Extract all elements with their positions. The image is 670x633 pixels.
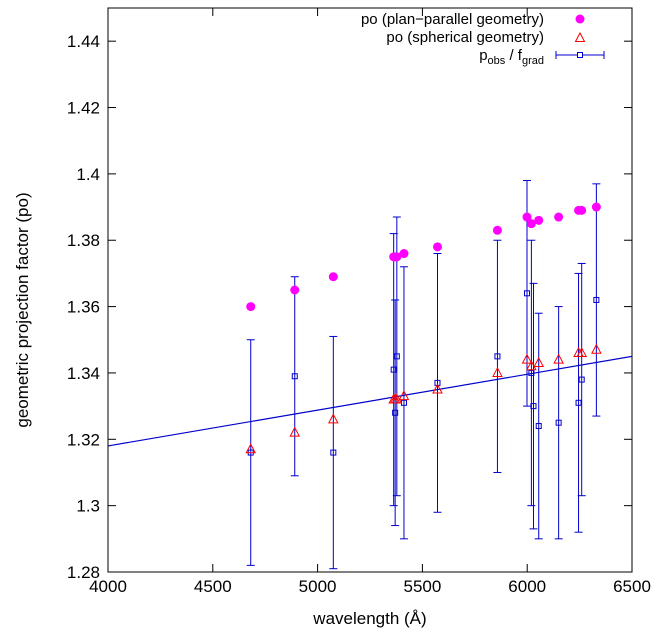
- x-axis-label: wavelength (Å): [312, 609, 426, 628]
- square-marker: [523, 290, 530, 297]
- circle-marker: [591, 202, 601, 212]
- square-marker: [555, 419, 562, 426]
- circle-marker: [534, 215, 544, 225]
- circle-marker: [399, 249, 409, 259]
- circle-marker: [522, 212, 532, 222]
- x-tick-label: 5500: [403, 577, 441, 596]
- legend-marker-triangle: [574, 31, 586, 42]
- circle-marker: [554, 212, 564, 222]
- x-tick-label: 4000: [89, 577, 127, 596]
- errorbar-point: [592, 183, 601, 417]
- y-tick-label: 1.32: [67, 430, 100, 449]
- triangle-marker: [391, 393, 403, 404]
- circle-marker: [577, 205, 587, 215]
- triangle-marker: [327, 413, 339, 424]
- errorbar-point: [433, 253, 442, 513]
- square-marker: [530, 403, 537, 410]
- x-tick-label: 6000: [508, 577, 546, 596]
- y-tick-label: 1.44: [67, 32, 100, 51]
- y-tick-label: 1.3: [76, 497, 100, 516]
- circle-marker: [290, 285, 300, 295]
- errorbar-point: [389, 233, 398, 507]
- triangle-marker: [591, 343, 602, 354]
- triangle-marker: [526, 360, 537, 371]
- y-tick-label: 1.4: [76, 165, 100, 184]
- legend-marker-errorbar: [555, 51, 605, 59]
- circle-marker: [432, 242, 442, 252]
- errorbar-point: [392, 216, 401, 497]
- legend-square: [577, 52, 583, 58]
- triangle-marker: [576, 346, 588, 358]
- plot-area: [108, 180, 632, 570]
- triangle-marker: [432, 383, 443, 394]
- x-tick-label: 4500: [194, 577, 232, 596]
- triangle-marker: [553, 353, 564, 364]
- y-tick-label: 1.42: [67, 99, 100, 118]
- errorbar-point: [290, 276, 299, 477]
- square-marker: [393, 353, 400, 360]
- triangle-marker: [521, 353, 533, 364]
- legend-label-pobs-fgrad: pobs / fgrad: [479, 47, 544, 67]
- circle-marker: [246, 302, 256, 312]
- errorbar-point: [534, 312, 543, 540]
- fit-line: [108, 355, 632, 447]
- errorbar-point: [329, 335, 338, 570]
- square-marker: [578, 376, 585, 383]
- y-tick-label: 1.28: [67, 563, 100, 582]
- x-tick-label: 5000: [299, 577, 337, 596]
- errorbar-point: [493, 239, 502, 473]
- circle-marker: [526, 219, 536, 229]
- square-marker: [494, 353, 501, 360]
- square-marker: [575, 399, 582, 406]
- y-tick-label: 1.38: [67, 231, 100, 250]
- y-tick-label: 1.34: [67, 364, 100, 383]
- square-marker: [392, 409, 399, 416]
- circle-marker: [328, 272, 338, 282]
- triangle-marker: [533, 356, 545, 367]
- x-tick-label: 6500: [613, 577, 651, 596]
- errorbar-point: [391, 299, 400, 527]
- circle-marker: [492, 225, 502, 235]
- errorbar-point: [577, 262, 586, 497]
- errorbar-point: [574, 272, 583, 533]
- triangle-marker: [492, 366, 503, 377]
- axes: 4000 4500 5000 5500 6000 6500 1.28 1.3 1.32 1.34 1…: [67, 7, 651, 596]
- errorbar-point: [527, 239, 536, 507]
- y-tick-label: 1.36: [67, 298, 100, 317]
- errorbar-point: [529, 282, 538, 530]
- circle-marker: [392, 252, 402, 262]
- triangle-marker: [398, 390, 410, 401]
- square-marker: [291, 373, 298, 380]
- errorbar-point: [399, 266, 408, 540]
- y-axis-label: geometric projection factor (po): [13, 192, 32, 427]
- square-marker: [535, 423, 542, 430]
- triangle-marker: [289, 426, 301, 437]
- square-marker: [390, 366, 397, 373]
- legend-label-spherical: po (spherical geometry): [386, 29, 544, 46]
- square-marker: [593, 296, 600, 303]
- legend: po (plan−parallel geometry) po (spherica…: [361, 11, 605, 67]
- errorbar-point: [554, 306, 563, 540]
- plot-frame: [107, 7, 633, 573]
- legend-marker-circle: [575, 14, 585, 24]
- square-marker: [330, 449, 337, 456]
- legend-label-plan-parallel: po (plan−parallel geometry): [361, 11, 544, 28]
- triangle-marker: [245, 443, 257, 454]
